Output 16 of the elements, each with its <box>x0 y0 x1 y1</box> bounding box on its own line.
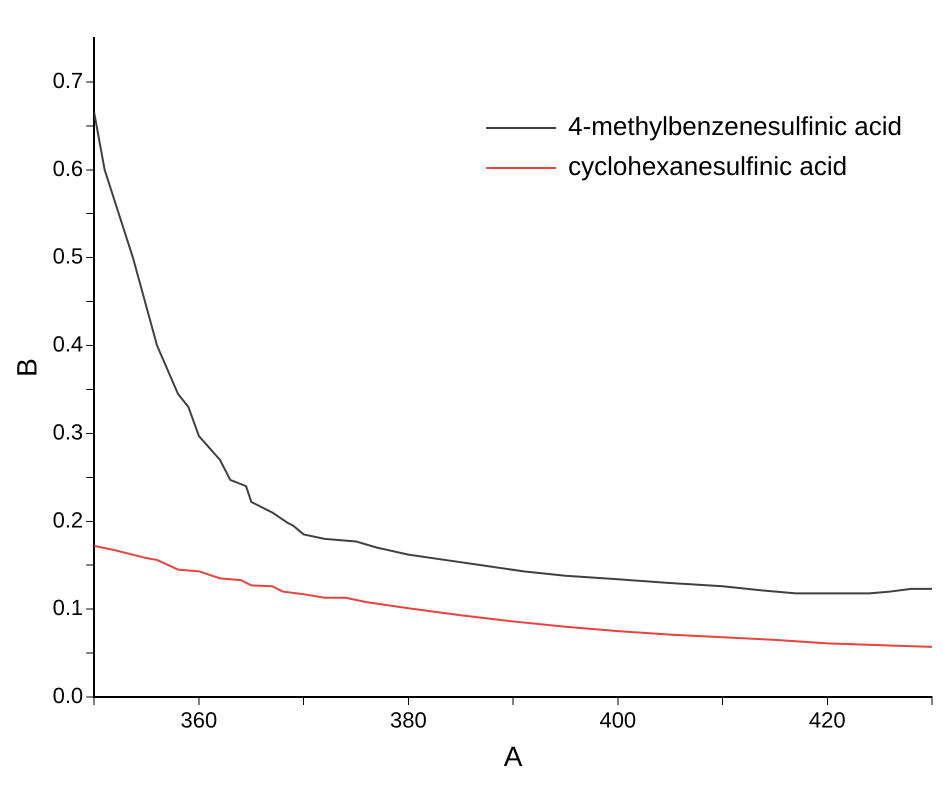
x-tick-label: 380 <box>390 707 427 732</box>
legend-label: cyclohexanesulfinic acid <box>568 151 848 182</box>
y-tick-label: 0.0 <box>52 683 84 708</box>
x-tick-label: 400 <box>599 707 636 732</box>
legend-label: 4-methylbenzenesulfinic acid <box>568 111 902 142</box>
x-axis-title: A <box>504 740 523 772</box>
y-tick-label: 0.5 <box>52 244 84 269</box>
y-tick-label: 0.3 <box>52 419 84 444</box>
y-tick-label: 0.2 <box>52 507 84 532</box>
x-tick-label: 420 <box>808 707 846 732</box>
y-tick-label: 0.7 <box>52 68 84 93</box>
y-tick-label: 0.1 <box>52 595 84 620</box>
x-tick-label: 360 <box>180 707 218 732</box>
y-axis-title: B <box>12 358 43 377</box>
y-tick-label: 0.6 <box>52 156 84 181</box>
y-tick-label: 0.4 <box>52 332 84 357</box>
